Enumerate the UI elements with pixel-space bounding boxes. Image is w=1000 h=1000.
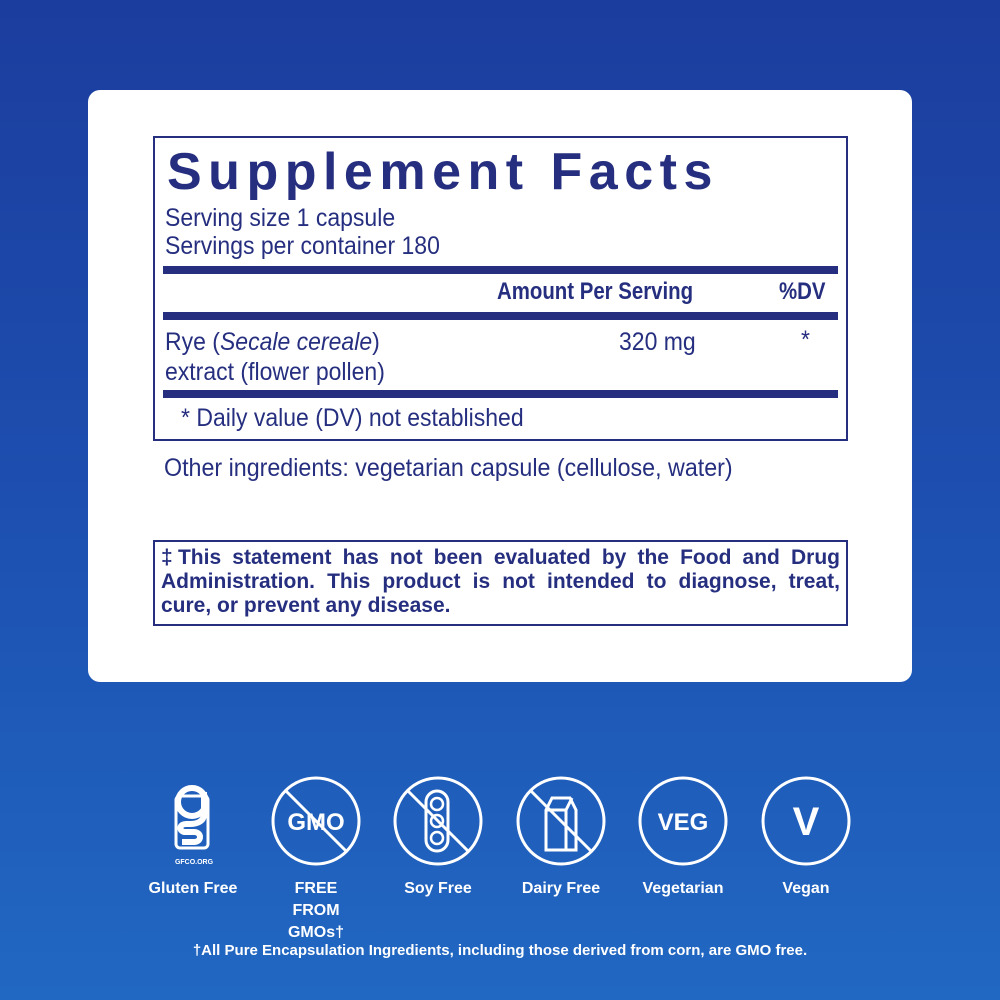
no-gmo-icon: GMO xyxy=(271,776,361,866)
serving-size: Serving size 1 capsule xyxy=(165,204,396,232)
amount-header: Amount Per Serving xyxy=(497,278,694,305)
supplement-facts-panel: Supplement Facts Serving size 1 capsule … xyxy=(153,136,848,441)
badge-label: Soy Free xyxy=(404,880,472,897)
ingredient-name-line2: extract (flower pollen) xyxy=(165,358,385,386)
ingredient-name: Rye (Secale cereale) xyxy=(165,328,380,356)
vegan-icon: V xyxy=(761,776,851,866)
gmo-footnote: †All Pure Encapsulation Ingredients, inc… xyxy=(192,942,808,959)
badge-gmo-free: GMO FREE FROM GMOs† xyxy=(256,776,376,944)
divider xyxy=(163,312,838,320)
badge-gluten-free: GFCO.ORG Gluten Free xyxy=(133,776,253,900)
fda-disclaimer: ‡This statement has not been evaluated b… xyxy=(153,540,848,626)
dv-header: %DV xyxy=(779,278,826,305)
divider xyxy=(163,266,838,274)
divider xyxy=(163,390,838,398)
badge-vegan: V Vegan xyxy=(746,776,866,900)
ingredient-amount: 320 mg xyxy=(619,328,696,356)
svg-text:VEG: VEG xyxy=(658,809,709,836)
badge-label: Vegetarian xyxy=(642,880,724,897)
vegetarian-icon: VEG xyxy=(638,776,728,866)
badge-soy-free: Soy Free xyxy=(378,776,498,900)
facts-title: Supplement Facts xyxy=(167,143,719,201)
soy-free-icon xyxy=(393,776,483,866)
ingredient-dv: * xyxy=(801,326,810,354)
badge-label: Dairy Free xyxy=(521,880,601,897)
other-ingredients: Other ingredients: vegetarian capsule (c… xyxy=(164,454,733,482)
supplement-label-card: Supplement Facts Serving size 1 capsule … xyxy=(88,90,912,682)
badge-label: FREE FROM GMOs† xyxy=(287,880,344,941)
svg-text:GFCO.ORG: GFCO.ORG xyxy=(175,859,214,866)
badge-vegetarian: VEG Vegetarian xyxy=(623,776,743,900)
gluten-free-gfco-icon: GFCO.ORG xyxy=(174,785,214,866)
svg-text:V: V xyxy=(793,800,820,844)
badge-label: Gluten Free xyxy=(148,880,238,897)
servings-per-container: Servings per container 180 xyxy=(165,232,440,260)
svg-text:GMO: GMO xyxy=(287,809,344,836)
badge-dairy-free: Dairy Free xyxy=(501,776,621,900)
dairy-free-icon xyxy=(516,776,606,866)
dv-footnote: * Daily value (DV) not established xyxy=(181,404,524,432)
badge-label: Vegan xyxy=(782,880,830,897)
